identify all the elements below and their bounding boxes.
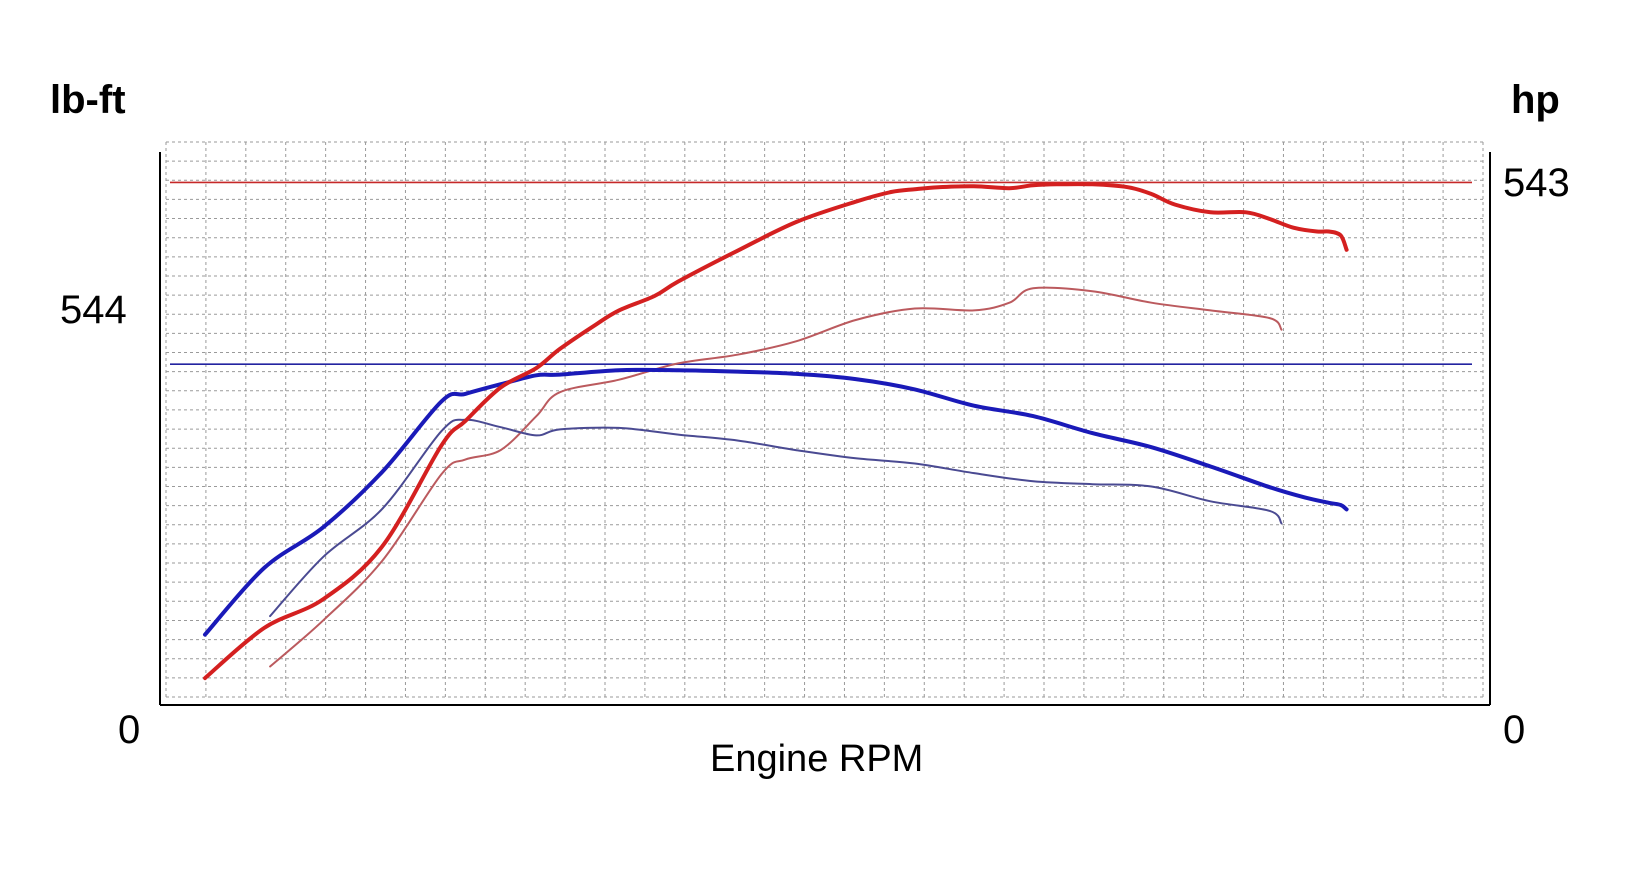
- axes: [159, 152, 1491, 706]
- left-axis-unit: lb-ft: [50, 78, 126, 122]
- reference-lines: [170, 181, 1472, 366]
- right-tick-top: 543: [1503, 161, 1570, 205]
- left-tick-top: 544: [60, 288, 127, 332]
- series-line-power-baseline: [269, 286, 1283, 668]
- series-group: [203, 182, 1349, 681]
- series-line-torque-baseline: [269, 418, 1283, 618]
- right-axis-unit: hp: [1511, 78, 1560, 122]
- grid: [165, 141, 1484, 698]
- series-line-power: [203, 182, 1349, 681]
- series-line-torque: [203, 367, 1349, 637]
- left-tick-zero: 0: [118, 708, 141, 752]
- right-tick-zero: 0: [1503, 708, 1526, 752]
- x-axis-label: Engine RPM: [710, 738, 924, 780]
